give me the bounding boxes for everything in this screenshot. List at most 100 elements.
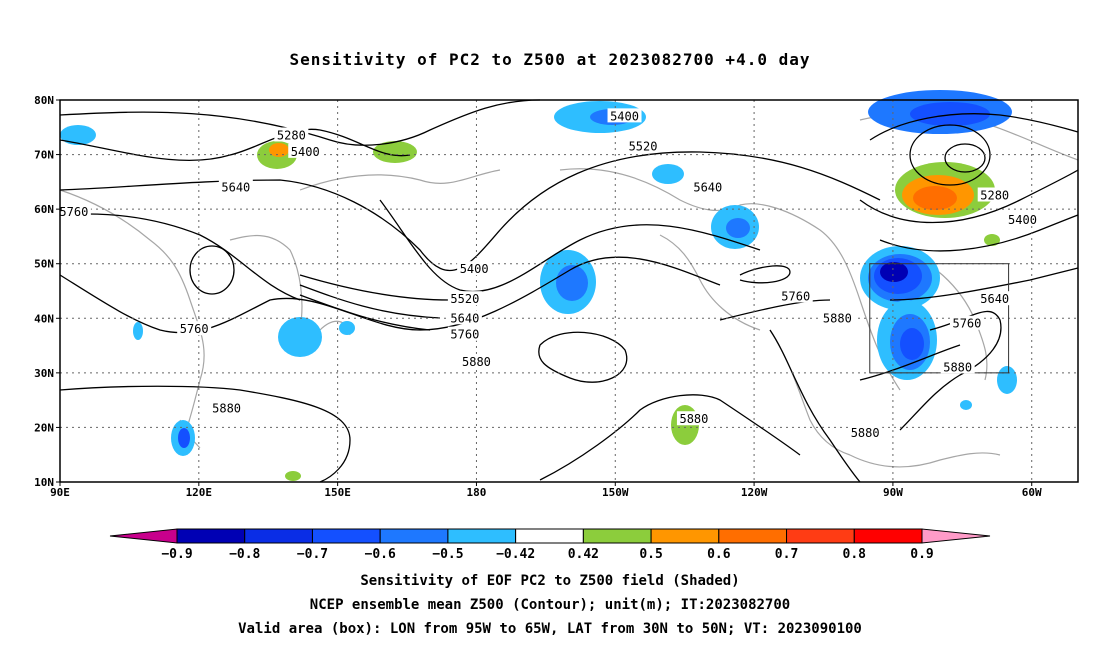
colorbar-label: 0.42 bbox=[568, 547, 599, 562]
lat-tick-label: 30N bbox=[34, 367, 54, 380]
lon-tick-label: 60W bbox=[1022, 486, 1042, 499]
contour-label: 5640 bbox=[221, 180, 250, 194]
sensitivity-shading bbox=[60, 90, 1017, 481]
contour-label: 5880 bbox=[462, 355, 491, 369]
contour-label-bg bbox=[820, 310, 855, 325]
contour-label: 5520 bbox=[629, 139, 658, 153]
contour-label-bg bbox=[626, 138, 661, 153]
colorbar-segment bbox=[650, 528, 720, 544]
contour-label-bg bbox=[1005, 212, 1040, 227]
contour-label: 5760 bbox=[180, 322, 209, 336]
valid-area-box bbox=[869, 263, 1010, 374]
contour-label-bg bbox=[288, 143, 323, 158]
lon-tick-label: 150E bbox=[324, 486, 351, 499]
colorbar-label: −0.8 bbox=[229, 547, 260, 562]
contour-label-bg bbox=[457, 261, 492, 276]
colorbar-segment bbox=[176, 528, 246, 544]
colorbar-segment bbox=[786, 528, 855, 544]
contour-label-bg bbox=[447, 310, 482, 325]
colorbar-low-triangle bbox=[109, 528, 178, 544]
lat-tick-label: 70N bbox=[34, 149, 54, 162]
lat-tick-label: 80N bbox=[34, 94, 54, 107]
contour-label-bg bbox=[218, 179, 253, 194]
lon-tick-label: 180 bbox=[467, 486, 487, 499]
colorbar-label: 0.8 bbox=[843, 547, 867, 562]
contour-label-bg bbox=[676, 411, 711, 426]
colorbar-label: 0.7 bbox=[775, 547, 798, 562]
lat-tick-label: 60N bbox=[34, 203, 54, 216]
contour-label-bg bbox=[690, 179, 725, 194]
colorbar-label: −0.9 bbox=[161, 547, 192, 562]
contour-label: 5280 bbox=[980, 189, 1009, 203]
colorbar-label: −0.42 bbox=[496, 547, 535, 562]
contour-label-bg bbox=[949, 315, 984, 330]
contour-label: 5760 bbox=[59, 205, 88, 219]
contour-label: 5880 bbox=[212, 401, 241, 415]
colorbar-segment bbox=[311, 528, 381, 544]
lat-lon-grid bbox=[60, 100, 1078, 482]
colorbar-label: 0.5 bbox=[639, 547, 662, 562]
contour-label: 5400 bbox=[460, 262, 489, 276]
colorbar-segment bbox=[447, 528, 517, 544]
caption-line-3: Valid area (box): LON from 95W to 65W, L… bbox=[238, 621, 862, 637]
contour-label: 5520 bbox=[450, 292, 479, 306]
lat-tick-label: 10N bbox=[34, 476, 54, 489]
contour-label: 5880 bbox=[943, 360, 972, 374]
contour-label-bg bbox=[977, 187, 1012, 202]
contour-label: 5760 bbox=[952, 317, 981, 331]
contour-label: 5400 bbox=[1008, 213, 1037, 227]
colorbar-high-triangle bbox=[921, 528, 991, 544]
caption-line-1: Sensitivity of EOF PC2 to Z500 field (Sh… bbox=[360, 573, 740, 589]
caption-line-2: NCEP ensemble mean Z500 (Contour); unit(… bbox=[309, 597, 791, 613]
colorbar-segment bbox=[244, 528, 313, 544]
lon-tick-label: 120W bbox=[741, 486, 768, 499]
colorbar-label: 0.6 bbox=[707, 547, 731, 562]
lon-tick-label: 90W bbox=[883, 486, 903, 499]
contour-label-bg bbox=[274, 127, 309, 142]
map-title: Sensitivity of PC2 to Z500 at 2023082700… bbox=[289, 50, 811, 69]
contour-label: 5640 bbox=[980, 292, 1009, 306]
contour-label: 5760 bbox=[781, 289, 810, 303]
contour-label-bg bbox=[848, 424, 883, 439]
map-frame bbox=[59, 99, 1079, 483]
contour-labels: 5280 5400 5640 5760 5760 5880 5400 5520 5640 5400… bbox=[56, 108, 1040, 440]
colorbar: −0.9 −0.8 −0.7 −0.6 −0.5 −0.42 0.42 0.5 0.6 0.7 0.… bbox=[109, 528, 991, 562]
contour-label: 5640 bbox=[450, 311, 479, 325]
contour-label: 5760 bbox=[450, 328, 479, 342]
latitude-labels: 80N 70N 60N 50N 40N 30N 20N 10N bbox=[34, 94, 60, 489]
contour-label: 5640 bbox=[693, 180, 722, 194]
contour-label: 5280 bbox=[277, 128, 306, 142]
contour-label-bg bbox=[778, 288, 813, 303]
colorbar-segment bbox=[853, 528, 923, 544]
contour-label-bg bbox=[459, 353, 494, 368]
contour-label-bg bbox=[56, 203, 91, 218]
contour-label-bg bbox=[447, 326, 482, 341]
contour-label-bg bbox=[447, 291, 482, 306]
contour-label: 5880 bbox=[679, 412, 708, 426]
colorbar-segment bbox=[582, 528, 652, 544]
contour-label-bg bbox=[940, 359, 975, 374]
colorbar-segment bbox=[718, 528, 788, 544]
colorbar-segment bbox=[379, 528, 449, 544]
lat-tick-label: 50N bbox=[34, 258, 54, 271]
lat-tick-label: 20N bbox=[34, 421, 54, 434]
contour-label-bg bbox=[977, 291, 1012, 306]
lat-tick-label: 40N bbox=[34, 312, 54, 325]
contour-label-bg bbox=[209, 400, 244, 415]
contour-label: 5400 bbox=[291, 145, 320, 159]
colorbar-label: −0.7 bbox=[297, 547, 328, 562]
colorbar-segment bbox=[515, 528, 584, 544]
lon-tick-label: 120E bbox=[186, 486, 213, 499]
colorbar-label: 0.9 bbox=[910, 547, 933, 562]
lon-tick-label: 90E bbox=[50, 486, 70, 499]
contour-label-bg bbox=[177, 321, 212, 336]
colorbar-label: −0.6 bbox=[365, 547, 396, 562]
contour-label: 5880 bbox=[851, 426, 880, 440]
contour-label: 5880 bbox=[823, 311, 852, 325]
colorbar-label: −0.5 bbox=[432, 547, 463, 562]
lon-tick-label: 150W bbox=[602, 486, 629, 499]
longitude-labels: 90E 120E 150E 180 150W 120W 90W 60W bbox=[50, 482, 1042, 499]
contour-label-bg bbox=[607, 108, 642, 123]
contour-label: 5400 bbox=[610, 109, 639, 123]
